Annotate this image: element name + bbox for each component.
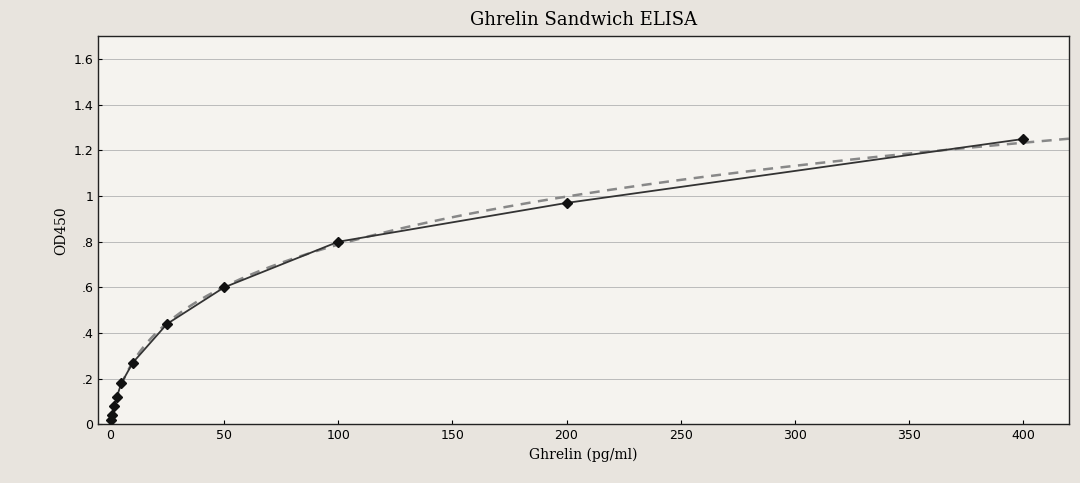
Title: Ghrelin Sandwich ELISA: Ghrelin Sandwich ELISA: [470, 11, 698, 29]
Y-axis label: OD450: OD450: [54, 206, 68, 255]
X-axis label: Ghrelin (pg/ml): Ghrelin (pg/ml): [529, 448, 638, 462]
